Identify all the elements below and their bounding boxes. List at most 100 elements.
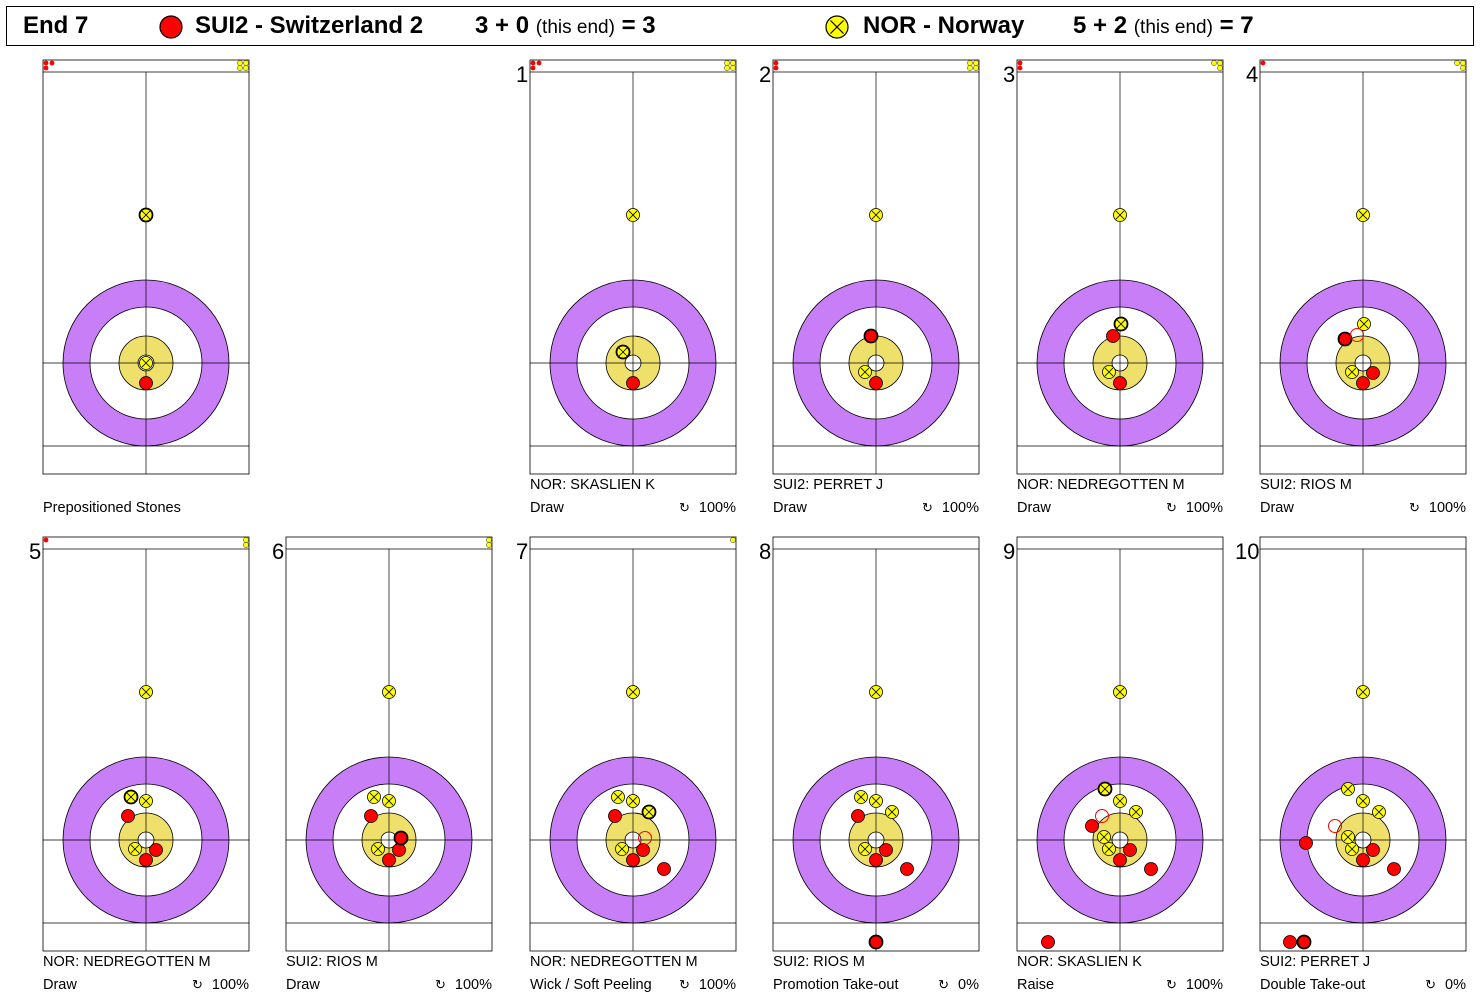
percent-value: 100% [211,977,249,993]
shot-percent: ↻ 100% [414,977,492,993]
banked-yellow-stone [243,60,249,66]
shot-player: SUI2: PERRET J [1260,954,1371,970]
yellow-stone [138,207,154,223]
shot-percent: ↻ 0% [1388,977,1466,993]
team2-total: = 7 [1219,12,1254,39]
yellow-stone [858,842,872,856]
yellow-stone [1097,830,1111,844]
yellow-stone [626,685,640,699]
banked-red-stone [49,60,55,66]
red-stone [1085,819,1099,833]
yellow-stone [367,790,381,804]
sheet-number: 9 [1003,539,1016,564]
yellow-stone [626,208,640,222]
shot-type: Draw [773,500,807,516]
yellow-stone [1341,830,1355,844]
yellow-stone [382,794,396,808]
yellow-stone [1356,794,1370,808]
red-stone [608,809,622,823]
red-stone [1144,862,1158,876]
yellow-stone [615,344,631,360]
rotation-icon: ↻ [1166,977,1177,992]
team1-score-prev: 3 + 0 [475,12,530,39]
banked-red-stone [530,60,536,66]
sheet-diagram [285,536,493,952]
shot-type: Wick / Soft Peeling [530,977,652,993]
banked-red-stone [530,65,536,71]
sheet-diagram [529,536,737,952]
team1-this-end: (this end) [535,17,615,38]
sheet-diagram [1016,59,1224,475]
rotation-icon: ↻ [679,500,690,515]
rotation-icon: ↻ [1409,500,1420,515]
percent-value: 100% [941,500,979,516]
percent-value: 100% [1428,500,1466,516]
yellow-stone [854,790,868,804]
banked-yellow-stone [1217,60,1223,66]
shot-type: Draw [43,977,77,993]
yellow-stone [1113,316,1129,332]
sheet-number: 1 [516,62,529,87]
sheet-number: 6 [272,539,285,564]
yellow-stone [869,685,883,699]
banked-yellow-stone [237,60,243,66]
red-stone [382,853,396,867]
yellow-stone [858,365,872,379]
yellow-stone [1113,208,1127,222]
banked-yellow-stone [243,542,249,548]
sheet-number: 4 [1246,62,1259,87]
sheet-number: 8 [759,539,772,564]
red-stone [626,853,640,867]
banked-red-stone [1260,60,1266,66]
banked-yellow-stone [724,65,730,71]
shot-player: SUI2: RIOS M [1260,477,1352,493]
shot-player: SUI2: RIOS M [773,954,865,970]
yellow-stone [615,842,629,856]
red-stone [626,376,640,390]
red-stone [1113,853,1127,867]
yellow-stone [1372,805,1386,819]
red-stone-ghost [1328,819,1342,833]
rotation-icon: ↻ [192,977,203,992]
team2-score-prev: 5 + 2 [1073,12,1128,39]
banked-yellow-stone [730,537,736,543]
sheet-diagram [1259,536,1467,952]
yellow-stone [1097,781,1113,797]
red-stone [1387,862,1401,876]
red-stone [1356,853,1370,867]
red-stone [1113,376,1127,390]
yellow-stone [611,790,625,804]
yellow-stone [1102,842,1116,856]
red-stone [868,934,884,950]
team2-this-end: (this end) [1133,17,1213,38]
banked-red-stone [43,65,49,71]
shot-type: Promotion Take-out [773,977,899,993]
red-stone [392,843,406,857]
red-stone [121,809,135,823]
rotation-icon: ↻ [1425,977,1437,992]
shot-type: Raise [1017,977,1055,993]
end-header: End 7 SUI2 - Switzerland 2 3 + 0 (this e… [6,6,1474,46]
yellow-stone [1345,842,1359,856]
banked-red-stone [43,60,49,66]
red-stone [900,862,914,876]
rotation-icon: ↻ [1166,500,1177,515]
shot-type: Draw [1260,500,1294,516]
yellow-stone [139,356,153,370]
red-stone [1337,331,1353,347]
rotation-icon: ↻ [435,977,446,992]
yellow-stone [1113,685,1127,699]
yellow-stone [641,804,657,820]
banked-red-stone [1017,60,1023,66]
red-stone [1299,836,1313,850]
yellow-stone [1102,365,1116,379]
yellow-stone [869,208,883,222]
shot-type: Draw [530,500,564,516]
shot-type: Draw [1017,500,1051,516]
shot-player: SUI2: RIOS M [286,954,378,970]
yellow-stone [1345,365,1359,379]
shot-player: NOR: SKASLIEN K [1017,954,1142,970]
yellow-stone [1356,685,1370,699]
yellow-stone [371,842,385,856]
